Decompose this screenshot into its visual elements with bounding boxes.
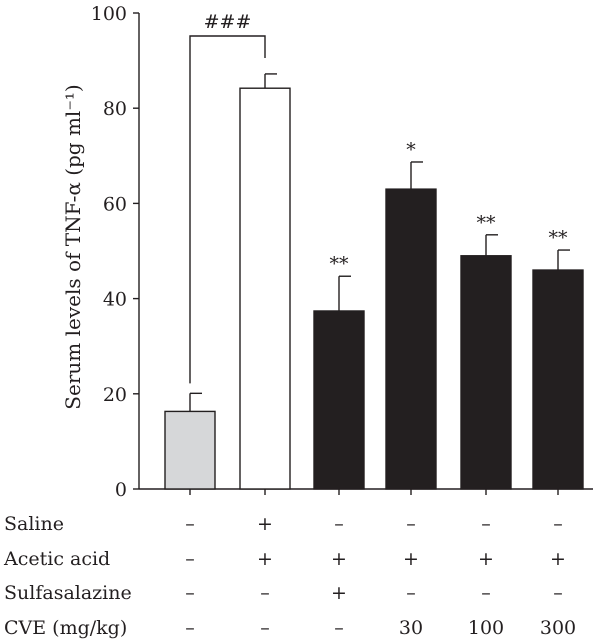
table-cell: 100 (468, 617, 504, 639)
significance-label: ** (330, 253, 350, 275)
table-cell: – (260, 582, 270, 604)
y-tick-label: 100 (91, 3, 127, 25)
treatment-table: Saline – + – – – – Acetic acid – + + + + + Sulfasalazi… (3, 513, 576, 639)
significance-label: * (406, 139, 416, 161)
table-cell: + (257, 513, 273, 535)
bar (164, 410, 216, 490)
table-cell: – (185, 617, 195, 639)
table-cell: – (185, 548, 195, 570)
table-cell: – (334, 513, 344, 535)
comparison-label: ### (204, 11, 252, 33)
comparison-bracket-line (189, 35, 266, 384)
table-cell: 30 (399, 617, 423, 639)
table-row-label: Sulfasalazine (4, 582, 132, 604)
table-row-label: Saline (4, 513, 64, 535)
y-tick-label: 0 (115, 479, 127, 501)
y-tick-label: 20 (103, 384, 127, 406)
bars (164, 87, 584, 495)
significance-label: ** (477, 212, 497, 234)
table-cell: – (185, 582, 195, 604)
y-tick-label: 80 (103, 98, 127, 120)
table-cell: + (257, 548, 273, 570)
table-cell: + (403, 548, 419, 570)
table-cell: + (550, 548, 566, 570)
table-cell: – (553, 513, 563, 535)
y-tick-label: 60 (103, 193, 127, 215)
table-cell: + (478, 548, 494, 570)
table-cell: 300 (540, 617, 576, 639)
table-cell: – (260, 617, 270, 639)
bar (239, 87, 291, 490)
table-row-label: Acetic acid (3, 548, 110, 570)
bar (532, 269, 584, 490)
table-cell: – (553, 582, 563, 604)
bar (460, 255, 512, 490)
significance-marks: ******* (330, 139, 569, 275)
significance-label: ** (549, 227, 569, 249)
table-cell: – (481, 513, 491, 535)
comparison-bracket: ### (189, 11, 266, 384)
table-row-label: CVE (mg/kg) (4, 617, 127, 639)
bar (313, 310, 365, 490)
table-cell: – (185, 513, 195, 535)
table-cell: – (481, 582, 491, 604)
table-cell: – (406, 582, 416, 604)
y-tick-label: 40 (103, 289, 127, 311)
table-cell: – (334, 617, 344, 639)
table-cell: – (406, 513, 416, 535)
table-cell: + (331, 548, 347, 570)
y-axis-label: Serum levels of TNF-α (pg ml⁻¹) (61, 84, 85, 409)
y-axis-ticks: 0 20 40 60 80 100 (91, 3, 139, 501)
bar (385, 188, 437, 490)
error-bars (189, 73, 570, 412)
table-cell: + (331, 582, 347, 604)
